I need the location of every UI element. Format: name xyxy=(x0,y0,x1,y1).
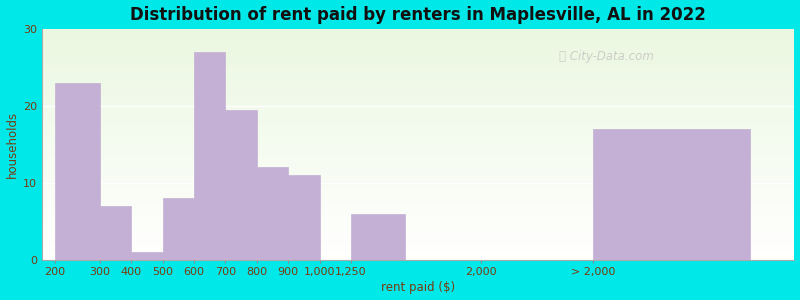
Bar xyxy=(42,29,794,33)
Title: Distribution of rent paid by renters in Maplesville, AL in 2022: Distribution of rent paid by renters in … xyxy=(130,6,706,24)
Bar xyxy=(42,194,794,198)
Bar xyxy=(42,87,794,91)
Bar xyxy=(42,148,794,152)
Bar xyxy=(42,202,794,206)
Bar xyxy=(42,118,794,122)
Bar xyxy=(42,171,794,175)
Bar xyxy=(42,133,794,137)
Bar xyxy=(42,37,794,41)
Bar xyxy=(42,41,794,45)
Bar xyxy=(42,175,794,179)
Bar xyxy=(42,206,794,210)
Bar xyxy=(42,71,794,75)
Bar xyxy=(42,187,794,190)
Bar xyxy=(593,129,750,260)
Bar xyxy=(42,33,794,37)
Bar xyxy=(162,198,194,260)
Bar xyxy=(42,75,794,79)
X-axis label: rent paid ($): rent paid ($) xyxy=(381,281,455,294)
Bar xyxy=(42,94,794,98)
Bar xyxy=(42,160,794,164)
Bar xyxy=(55,83,100,260)
Bar xyxy=(100,206,131,260)
Bar xyxy=(42,125,794,129)
Y-axis label: households: households xyxy=(6,111,18,178)
Bar xyxy=(42,122,794,125)
Bar xyxy=(42,240,794,244)
Bar xyxy=(42,106,794,110)
Bar xyxy=(42,256,794,260)
Bar xyxy=(42,237,794,240)
Bar xyxy=(257,167,288,260)
Bar xyxy=(42,60,794,64)
Bar xyxy=(42,49,794,52)
Bar xyxy=(42,145,794,148)
Bar xyxy=(42,129,794,133)
Text: ⓘ City-Data.com: ⓘ City-Data.com xyxy=(559,50,654,63)
Bar xyxy=(42,218,794,221)
Bar xyxy=(42,221,794,225)
Bar xyxy=(42,45,794,49)
Bar xyxy=(42,68,794,71)
Bar xyxy=(42,164,794,167)
Bar xyxy=(42,102,794,106)
Bar xyxy=(42,252,794,256)
Bar xyxy=(42,183,794,187)
Bar xyxy=(42,83,794,87)
Bar xyxy=(42,110,794,114)
Bar xyxy=(226,110,257,260)
Bar xyxy=(42,214,794,218)
Bar xyxy=(42,233,794,237)
Bar xyxy=(42,152,794,156)
Bar xyxy=(42,137,794,141)
Bar xyxy=(42,64,794,68)
Bar xyxy=(42,248,794,252)
Bar xyxy=(351,214,405,260)
Bar xyxy=(42,244,794,248)
Bar xyxy=(42,56,794,60)
Bar xyxy=(194,52,226,260)
Bar xyxy=(42,114,794,118)
Bar xyxy=(288,175,319,260)
Bar xyxy=(42,210,794,214)
Bar xyxy=(42,79,794,83)
Bar xyxy=(42,229,794,233)
Bar xyxy=(42,52,794,56)
Bar xyxy=(42,198,794,202)
Bar xyxy=(42,141,794,145)
Bar xyxy=(42,98,794,102)
Bar xyxy=(42,167,794,171)
Bar xyxy=(42,190,794,194)
Bar xyxy=(42,225,794,229)
Bar xyxy=(131,252,162,260)
Bar xyxy=(42,179,794,183)
Bar xyxy=(42,91,794,94)
Bar xyxy=(42,156,794,160)
